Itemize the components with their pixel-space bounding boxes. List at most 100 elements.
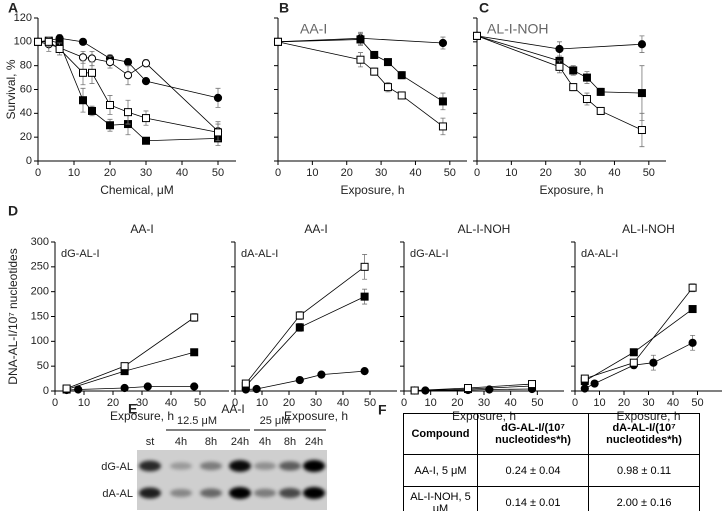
x-tick-label: 10 — [593, 397, 605, 409]
panel-label: B — [279, 0, 289, 16]
data-point — [410, 386, 419, 395]
data-point — [383, 58, 392, 67]
data-point — [190, 313, 199, 322]
chart-title: AL-I-NOH — [458, 222, 511, 236]
x-tick-label: 50 — [691, 397, 703, 409]
data-point — [569, 66, 578, 75]
data-point — [629, 348, 638, 357]
y-tick-label: 50 — [37, 360, 49, 372]
table-cell: 0.98 ± 0.11 — [588, 454, 700, 487]
gel-band — [200, 461, 222, 471]
data-point — [252, 384, 261, 394]
data-point — [295, 323, 304, 332]
x-tick-label: 20 — [341, 167, 353, 179]
gel-bands — [139, 460, 325, 499]
y-tick-label: 80 — [20, 60, 32, 72]
data-point — [596, 106, 605, 115]
data-point — [120, 362, 129, 371]
gel-band — [229, 460, 251, 472]
data-point — [464, 384, 472, 393]
data-point — [555, 62, 564, 71]
x-tick-label: 50 — [643, 167, 655, 179]
series-line — [66, 351, 195, 390]
x-tick-label: 0 — [232, 397, 238, 409]
y-tick-label: 20 — [20, 131, 32, 143]
x-tick-label: 30 — [574, 167, 586, 179]
x-tick-label: 30 — [310, 397, 322, 409]
chart-title: AL-I-NOH — [622, 222, 675, 236]
gel-band — [229, 487, 251, 499]
x-axis-label: Exposure, h — [340, 183, 404, 197]
x-tick-label: 40 — [337, 397, 349, 409]
lane-label: 24h — [231, 436, 249, 448]
data-point — [596, 87, 605, 96]
data-point — [360, 367, 369, 376]
y-tick-label: 120 — [14, 12, 32, 24]
data-point — [141, 59, 151, 68]
x-tick-label: 0 — [401, 397, 407, 409]
x-tick-label: 40 — [608, 167, 620, 179]
data-point — [141, 77, 151, 86]
x-tick-label: 0 — [35, 167, 41, 179]
x-tick-label: 30 — [375, 167, 387, 179]
gel-band — [139, 460, 161, 472]
data-point — [528, 380, 536, 389]
y-axis-label: DNA-AL-I/10⁷ nucleotides — [6, 248, 20, 384]
table-header: Compound — [403, 413, 478, 455]
x-tick-label: 40 — [165, 397, 177, 409]
data-point — [241, 379, 250, 388]
gel-band — [139, 487, 161, 499]
chart-title: AA-I — [304, 222, 327, 236]
lane-label: st — [146, 436, 155, 448]
y-tick-label: 150 — [31, 310, 49, 322]
data-point — [637, 40, 647, 49]
inner-label: dG-AL-I — [410, 248, 449, 260]
table-cell: 0.14 ± 0.01 — [476, 486, 590, 511]
gel-title: AA-I — [221, 402, 244, 416]
data-point — [295, 375, 304, 385]
x-tick-label: 30 — [140, 167, 152, 179]
table-cell: AA-I, 5 μM — [403, 454, 478, 487]
panel-label: D — [8, 203, 18, 219]
gel-band — [200, 488, 222, 498]
x-tick-label: 20 — [618, 397, 630, 409]
x-tick-label: 20 — [451, 397, 463, 409]
x-tick-label: 40 — [667, 397, 679, 409]
series-line — [66, 317, 195, 389]
data-point — [370, 67, 379, 76]
gel-band — [279, 461, 301, 471]
chart-title: AA-I — [300, 21, 327, 37]
x-tick-label: 10 — [78, 397, 90, 409]
x-tick-label: 50 — [531, 397, 543, 409]
data-point — [79, 96, 87, 105]
data-point — [87, 54, 97, 63]
data-point — [106, 121, 114, 130]
x-axis-label: Chemical, μM — [100, 183, 174, 197]
lane-label: 4h — [175, 436, 187, 448]
data-point — [295, 311, 304, 320]
gel-band — [254, 488, 276, 498]
data-point — [123, 71, 133, 80]
data-point — [555, 44, 564, 54]
x-tick-label: 40 — [409, 167, 421, 179]
panel-label: C — [479, 0, 489, 16]
data-point — [78, 53, 88, 62]
x-tick-label: 40 — [505, 397, 517, 409]
x-tick-label: 10 — [306, 167, 318, 179]
y-tick-label: 100 — [31, 335, 49, 347]
data-point — [569, 83, 578, 92]
data-point — [317, 370, 326, 379]
x-tick-label: 20 — [104, 167, 116, 179]
gel-band — [279, 488, 301, 498]
y-axis-label: Survival, % — [4, 59, 18, 119]
data-point — [473, 31, 481, 40]
lane-label: 8h — [205, 436, 217, 448]
data-point — [688, 305, 697, 314]
y-tick-label: 250 — [31, 261, 49, 273]
x-tick-label: 40 — [176, 167, 188, 179]
chart-title: AA-I — [130, 222, 153, 236]
x-tick-label: 20 — [107, 397, 119, 409]
data-point — [79, 68, 87, 77]
